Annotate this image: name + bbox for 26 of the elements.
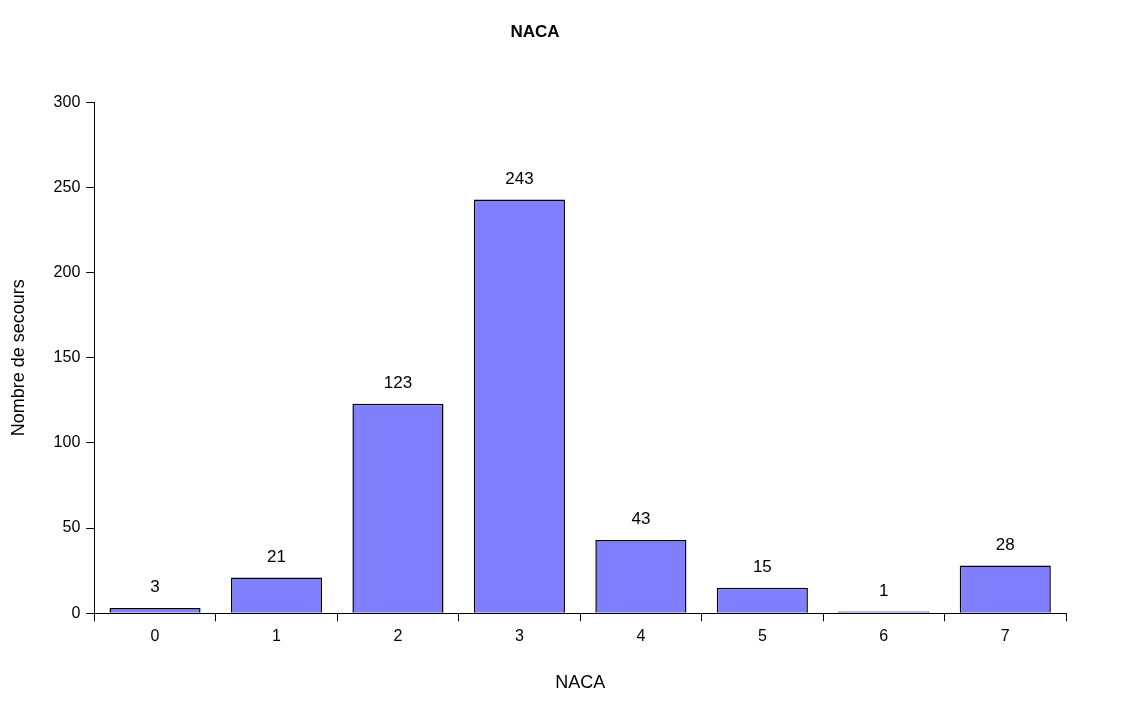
data-label: 15 — [752, 556, 772, 576]
y-tick-label: 100 — [53, 433, 81, 451]
y-axis-title: Nombre de secours — [7, 279, 28, 437]
data-label: 1 — [879, 580, 889, 600]
x-tick-label: 5 — [757, 627, 767, 645]
y-tick-label: 50 — [62, 518, 81, 536]
x-axis-title: NACA — [555, 672, 606, 693]
x-tick-label: 3 — [514, 627, 524, 645]
data-label: 28 — [995, 534, 1015, 554]
data-label: 243 — [505, 168, 534, 188]
y-tick-label: 0 — [71, 603, 81, 621]
x-tick-label: 1 — [272, 627, 282, 645]
y-tick-label: 300 — [53, 92, 81, 110]
data-label: 43 — [631, 509, 651, 529]
x-tick-label: 6 — [879, 627, 889, 645]
x-tick-label: 2 — [393, 627, 403, 645]
x-tick-label: 4 — [636, 627, 646, 645]
y-tick-label: 150 — [53, 348, 81, 366]
x-tick-label: 7 — [1000, 627, 1010, 645]
data-label: 123 — [383, 372, 413, 392]
y-tick-label: 200 — [53, 263, 81, 281]
data-label: 3 — [150, 577, 160, 597]
x-tick-label: 0 — [150, 627, 160, 645]
chart-title: NACA — [510, 21, 560, 41]
y-tick-label: 250 — [53, 177, 81, 195]
data-label: 21 — [267, 546, 286, 566]
